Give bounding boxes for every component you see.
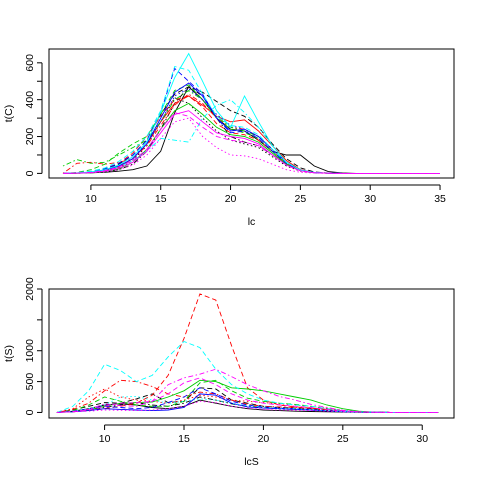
series-line xyxy=(62,112,440,174)
series-line xyxy=(56,293,439,413)
y-tick-label: 400 xyxy=(24,91,36,109)
x-tick-label: 20 xyxy=(225,193,237,205)
y-axis-label: t(S) xyxy=(3,345,15,362)
x-axis-label: lcS xyxy=(244,456,259,468)
y-tick-label: 0 xyxy=(24,409,36,415)
x-tick-label: 35 xyxy=(434,193,446,205)
series-line xyxy=(56,400,439,413)
x-tick-label: 10 xyxy=(85,193,97,205)
series-line xyxy=(56,396,439,413)
y-tick-label: 500 xyxy=(24,373,36,391)
x-tick-label: 30 xyxy=(416,433,428,445)
x-tick-label: 15 xyxy=(155,193,167,205)
series-line xyxy=(62,82,440,174)
y-tick-label: 2000 xyxy=(24,277,36,301)
chart-panel-top: 10 15 20 25 30 35 0 200 400 600 lc t(C) xyxy=(3,48,455,228)
y-tick-label: 600 xyxy=(24,54,36,72)
plot-frame xyxy=(48,48,455,179)
y-tick-label: 0 xyxy=(24,170,36,176)
chart-panel-bottom: 10 15 20 25 30 0 500 1000 2000 lcS t(S) xyxy=(3,277,455,468)
y-tick-label: 200 xyxy=(24,128,36,146)
plot-frame xyxy=(48,288,455,419)
x-tick-label: 15 xyxy=(178,433,190,445)
series-line xyxy=(56,340,439,413)
x-tick-label: 30 xyxy=(364,193,376,205)
series-line xyxy=(62,84,440,174)
x-tick-label: 20 xyxy=(258,433,270,445)
series-line xyxy=(62,95,440,174)
y-axis-label: t(C) xyxy=(3,105,15,123)
y-tick-label: 1000 xyxy=(24,339,36,363)
x-tick-label: 25 xyxy=(337,433,349,445)
series-line xyxy=(62,52,440,174)
series-line xyxy=(56,387,439,413)
x-tick-label: 10 xyxy=(99,433,111,445)
x-axis-label: lc xyxy=(248,216,256,228)
series-line xyxy=(62,67,440,174)
series-line xyxy=(56,368,439,413)
x-tick-label: 25 xyxy=(295,193,307,205)
series-line xyxy=(62,95,440,174)
series-line xyxy=(56,377,439,413)
